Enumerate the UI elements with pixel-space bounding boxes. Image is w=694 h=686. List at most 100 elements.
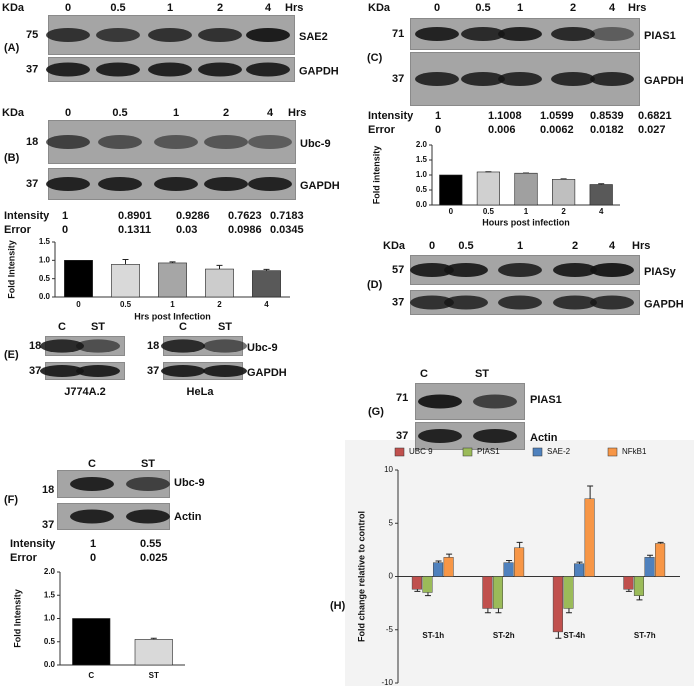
error-value: 0.025: [140, 552, 168, 564]
bar: [574, 563, 585, 577]
band: [590, 72, 634, 86]
x-tick-label: ST: [149, 671, 159, 680]
protein-label: SAE2: [299, 31, 328, 43]
error-bar: [414, 589, 421, 592]
error-value: 0.0345: [270, 224, 304, 236]
y-tick-label: 5: [389, 518, 394, 527]
marker-label: 18: [26, 136, 38, 148]
lane-label: 1: [517, 240, 523, 252]
y-tick-label: 0.5: [39, 274, 51, 283]
x-tick-label: 4: [599, 207, 604, 216]
error-value: 0.03: [176, 224, 197, 236]
y-axis-label: Fold Intensity: [12, 589, 22, 648]
marker-label: 37: [29, 365, 41, 377]
error-bar: [598, 183, 605, 185]
legend-swatch: [394, 447, 405, 457]
band: [126, 509, 170, 524]
error-bar: [169, 261, 176, 263]
legend-label: UBC 9: [409, 447, 433, 456]
y-tick-label: 0.5: [416, 185, 428, 194]
protein-label: PIAS1: [530, 394, 562, 406]
hrs-label: Hrs: [285, 2, 303, 14]
band: [96, 28, 140, 42]
band: [246, 28, 290, 42]
error-value: 0: [90, 552, 96, 564]
panel-label: (F): [4, 494, 18, 506]
lane-label: 0: [65, 2, 71, 14]
error-value: 0.0182: [590, 124, 624, 136]
bar: [72, 618, 111, 666]
marker-label: 37: [392, 73, 404, 85]
hrs-label: Hrs: [632, 240, 650, 252]
y-tick-label: 0.0: [44, 660, 56, 669]
protein-label: Ubc-9: [247, 342, 278, 354]
band: [203, 365, 247, 377]
error-bar: [587, 485, 594, 499]
lane-label: 2: [223, 107, 229, 119]
kda-label: KDa: [2, 2, 25, 14]
y-axis-label: Fold change relative to control: [356, 511, 366, 642]
x-tick-label: 0.5: [483, 207, 495, 216]
y-axis-label: Fold Intensity: [6, 240, 16, 299]
band: [70, 477, 114, 491]
error-bar: [495, 608, 502, 614]
kda-label: KDa: [383, 240, 406, 252]
bar: [134, 639, 173, 666]
error-bar: [263, 268, 270, 271]
marker-label: 37: [396, 430, 408, 442]
x-axis-label: Hrs post Infection: [134, 311, 211, 321]
band: [70, 509, 114, 524]
intensity-value: 0.7183: [270, 210, 304, 222]
band: [410, 263, 454, 277]
legend-swatch: [607, 447, 618, 457]
category-label: ST-2h: [493, 631, 515, 640]
bar: [492, 576, 503, 609]
panel-label: (H): [330, 600, 346, 612]
band: [204, 135, 248, 149]
band: [98, 135, 142, 149]
bar: [482, 576, 493, 609]
protein-label: GAPDH: [644, 75, 684, 87]
lane-label: 2: [217, 2, 223, 14]
y-tick-label: 1.0: [39, 255, 51, 264]
marker-label: 37: [42, 519, 54, 531]
y-tick-label: 2.0: [44, 567, 56, 576]
x-tick-label: 1: [170, 300, 175, 309]
marker-label: 37: [392, 296, 404, 308]
band: [418, 394, 462, 409]
panel-label: (A): [4, 42, 20, 54]
y-tick-label: 0: [389, 572, 394, 581]
band: [461, 27, 505, 41]
x-tick-label: 0.5: [120, 300, 132, 309]
bar: [589, 184, 613, 206]
band: [148, 62, 192, 77]
intensity-value: 0.6821: [638, 110, 672, 122]
bar: [433, 562, 444, 577]
y-tick-label: 1.5: [44, 590, 56, 599]
band: [246, 62, 290, 77]
panel-label: (D): [367, 279, 383, 291]
bar: [584, 498, 595, 577]
band: [473, 394, 517, 409]
error-value: 0: [435, 124, 441, 136]
band: [203, 339, 247, 353]
marker-label: 71: [396, 392, 408, 404]
band: [46, 177, 90, 191]
cell-line-label: HeLa: [187, 386, 215, 398]
marker-label: 71: [392, 28, 404, 40]
error-bar: [446, 553, 453, 558]
band: [76, 339, 120, 353]
lane-label: C: [420, 368, 428, 380]
x-tick-label: 4: [264, 300, 269, 309]
x-tick-label: 0: [449, 207, 454, 216]
band: [198, 28, 242, 42]
intensity-value: 1.0599: [540, 110, 574, 122]
marker-label: 75: [26, 29, 38, 41]
y-tick-label: 1.0: [416, 170, 428, 179]
x-axis-label: Hours post infection: [482, 217, 570, 227]
band: [248, 177, 292, 191]
lane-label: 1: [167, 2, 173, 14]
band: [498, 263, 542, 277]
marker-label: 18: [29, 340, 41, 352]
band: [46, 28, 90, 42]
